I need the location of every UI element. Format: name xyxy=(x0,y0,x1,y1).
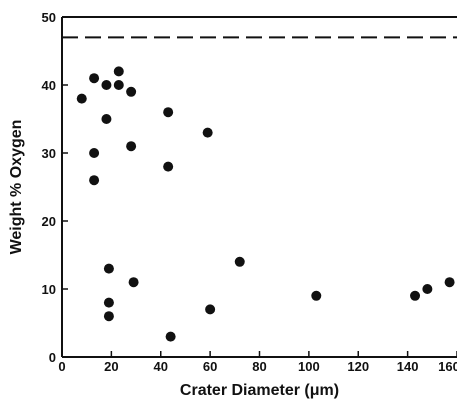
y-tick-label: 40 xyxy=(42,78,56,93)
data-point xyxy=(202,127,213,138)
data-point xyxy=(311,290,322,301)
y-tick-label: 20 xyxy=(42,214,56,229)
data-point xyxy=(410,290,421,301)
x-tick-label: 40 xyxy=(154,359,168,374)
data-point xyxy=(128,277,139,288)
x-tick-label: 100 xyxy=(298,359,320,374)
data-point xyxy=(76,93,87,104)
data-point xyxy=(163,161,174,172)
data-point xyxy=(103,311,114,322)
y-axis-title: Weight % Oxygen xyxy=(8,120,25,255)
data-point xyxy=(126,141,137,152)
x-tick-label: 80 xyxy=(252,359,266,374)
data-point xyxy=(89,148,100,158)
data-point xyxy=(422,284,433,294)
axis-ticks: 0 20 40 60 80 100 120 140 160 0 10 20 30 40 50 xyxy=(42,10,457,374)
y-tick-label: 10 xyxy=(42,282,56,297)
y-tick-label: 50 xyxy=(42,10,56,25)
x-axis-title: Crater Diameter (μm) xyxy=(180,382,339,399)
data-point xyxy=(444,277,455,288)
x-tick-label: 20 xyxy=(104,359,118,374)
y-tick-label: 30 xyxy=(42,146,56,161)
y-tick-label: 0 xyxy=(49,350,56,365)
data-point xyxy=(126,86,137,97)
x-tick-label: 140 xyxy=(397,359,419,374)
data-point xyxy=(89,175,100,186)
data-point xyxy=(103,263,114,274)
data-point xyxy=(113,66,124,77)
data-point xyxy=(165,331,176,342)
data-points xyxy=(76,66,455,342)
data-point xyxy=(163,107,174,118)
data-point xyxy=(234,256,245,267)
x-tick-label: 0 xyxy=(58,359,65,374)
x-tick-label: 120 xyxy=(347,359,369,374)
data-point xyxy=(205,304,216,315)
data-point xyxy=(101,114,112,124)
data-point xyxy=(89,73,100,84)
x-tick-label: 60 xyxy=(203,359,217,374)
data-point xyxy=(101,80,112,90)
x-tick-label: 160 xyxy=(438,359,457,374)
data-point xyxy=(103,297,114,308)
data-point xyxy=(113,80,124,90)
